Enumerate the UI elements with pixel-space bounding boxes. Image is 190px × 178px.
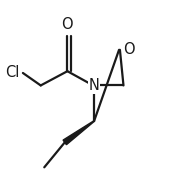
Text: O: O <box>62 17 73 32</box>
Text: N: N <box>89 78 100 93</box>
Text: O: O <box>123 42 135 57</box>
Text: Cl: Cl <box>5 65 19 80</box>
Polygon shape <box>63 121 94 145</box>
